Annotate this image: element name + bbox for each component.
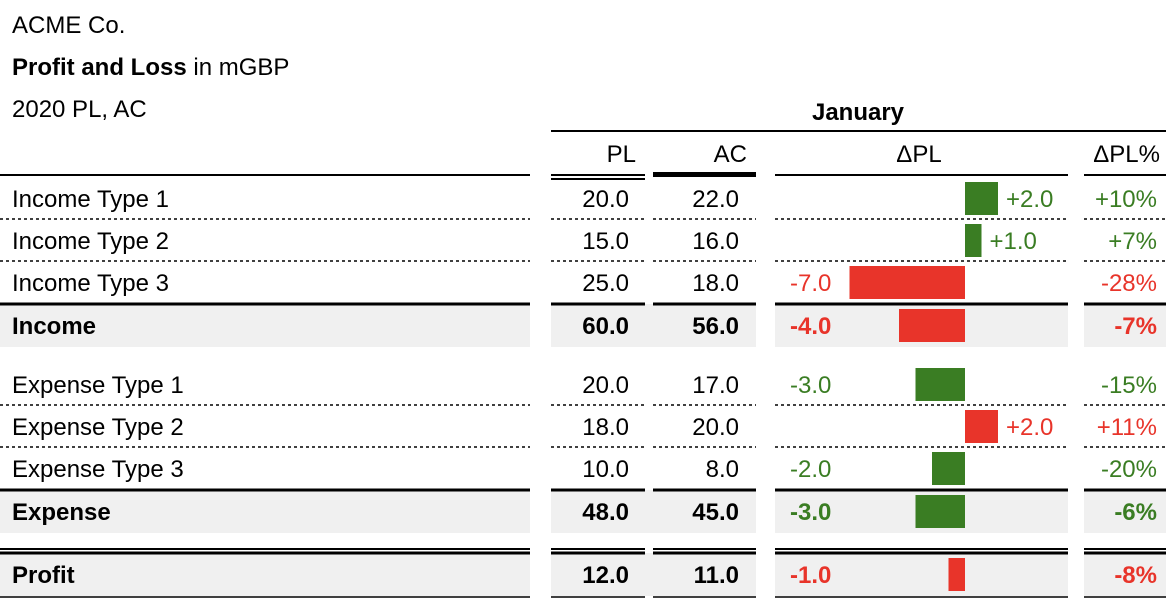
row-label: Expense Type 2	[12, 414, 184, 441]
ac-value: 20.0	[692, 414, 739, 441]
total-row-bg	[1084, 304, 1166, 347]
delta-label: +2.0	[1006, 186, 1053, 213]
delta-bar	[932, 452, 965, 485]
delta-label: -2.0	[790, 456, 831, 483]
pl-value: 12.0	[582, 562, 629, 589]
ac-value: 8.0	[706, 456, 739, 483]
ac-value: 22.0	[692, 186, 739, 213]
delta-bar	[965, 224, 982, 257]
ac-value: 16.0	[692, 228, 739, 255]
delta-bar	[965, 410, 998, 443]
pl-value: 25.0	[582, 270, 629, 297]
report-title: Profit and Loss in mGBP	[12, 54, 289, 82]
delta-bar	[915, 368, 965, 401]
col-header-dpl: ΔPL	[896, 141, 941, 168]
pl-value: 20.0	[582, 186, 629, 213]
ac-value: 45.0	[692, 499, 739, 526]
total-row-bg	[551, 490, 756, 533]
delta-pct-label: -28%	[1101, 270, 1157, 297]
total-row-bg	[0, 553, 530, 596]
delta-pct-label: -8%	[1114, 562, 1157, 589]
row-label: Income Type 1	[12, 186, 169, 213]
total-row-bg	[0, 490, 530, 533]
row-label: Income Type 2	[12, 228, 169, 255]
delta-label: +1.0	[990, 228, 1037, 255]
total-row-bg	[775, 553, 1068, 596]
delta-pct-label: +10%	[1095, 186, 1157, 213]
delta-label: -4.0	[790, 313, 831, 340]
pl-value: 20.0	[582, 372, 629, 399]
delta-label: -7.0	[790, 270, 831, 297]
delta-bar	[915, 495, 965, 528]
delta-label: +2.0	[1006, 414, 1053, 441]
row-label: Expense Type 1	[12, 372, 184, 399]
report-title-bold: Profit and Loss	[12, 54, 187, 81]
delta-label: -1.0	[790, 562, 831, 589]
delta-pct-label: -20%	[1101, 456, 1157, 483]
delta-label: -3.0	[790, 499, 831, 526]
total-row-bg	[551, 304, 756, 347]
delta-bar	[965, 182, 998, 215]
delta-label: -3.0	[790, 372, 831, 399]
delta-pct-label: -15%	[1101, 372, 1157, 399]
period-header: January	[812, 99, 905, 126]
report-title-unit: in mGBP	[186, 54, 290, 81]
row-label: Expense	[12, 499, 111, 526]
pl-value: 18.0	[582, 414, 629, 441]
delta-pct-label: -7%	[1114, 313, 1157, 340]
row-label: Income Type 3	[12, 270, 169, 297]
total-row-bg	[1084, 553, 1166, 596]
delta-pct-label: +11%	[1097, 414, 1157, 441]
delta-bar	[849, 266, 965, 299]
row-label: Profit	[12, 562, 75, 589]
company-name: ACME Co.	[12, 12, 126, 39]
delta-bar	[948, 558, 965, 591]
row-label: Expense Type 3	[12, 456, 184, 483]
pl-value: 10.0	[582, 456, 629, 483]
total-row-bg	[1084, 490, 1166, 533]
delta-pct-label: -6%	[1114, 499, 1157, 526]
row-label: Income	[12, 313, 96, 340]
col-header-ac: AC	[714, 141, 747, 168]
pl-value: 48.0	[582, 499, 629, 526]
ac-value: 17.0	[692, 372, 739, 399]
total-row-bg	[0, 304, 530, 347]
delta-bar	[899, 309, 965, 342]
ac-value: 18.0	[692, 270, 739, 297]
total-row-bg	[551, 553, 756, 596]
pl-value: 15.0	[582, 228, 629, 255]
delta-pct-label: +7%	[1108, 228, 1157, 255]
col-header-pl: PL	[607, 141, 636, 168]
scenario-label: 2020 PL, AC	[12, 96, 147, 123]
pl-value: 60.0	[582, 313, 629, 340]
col-header-dpl-pct: ΔPL%	[1093, 141, 1160, 168]
ac-value: 11.0	[694, 562, 739, 589]
ac-value: 56.0	[692, 313, 739, 340]
header-rule-ac	[653, 172, 756, 177]
